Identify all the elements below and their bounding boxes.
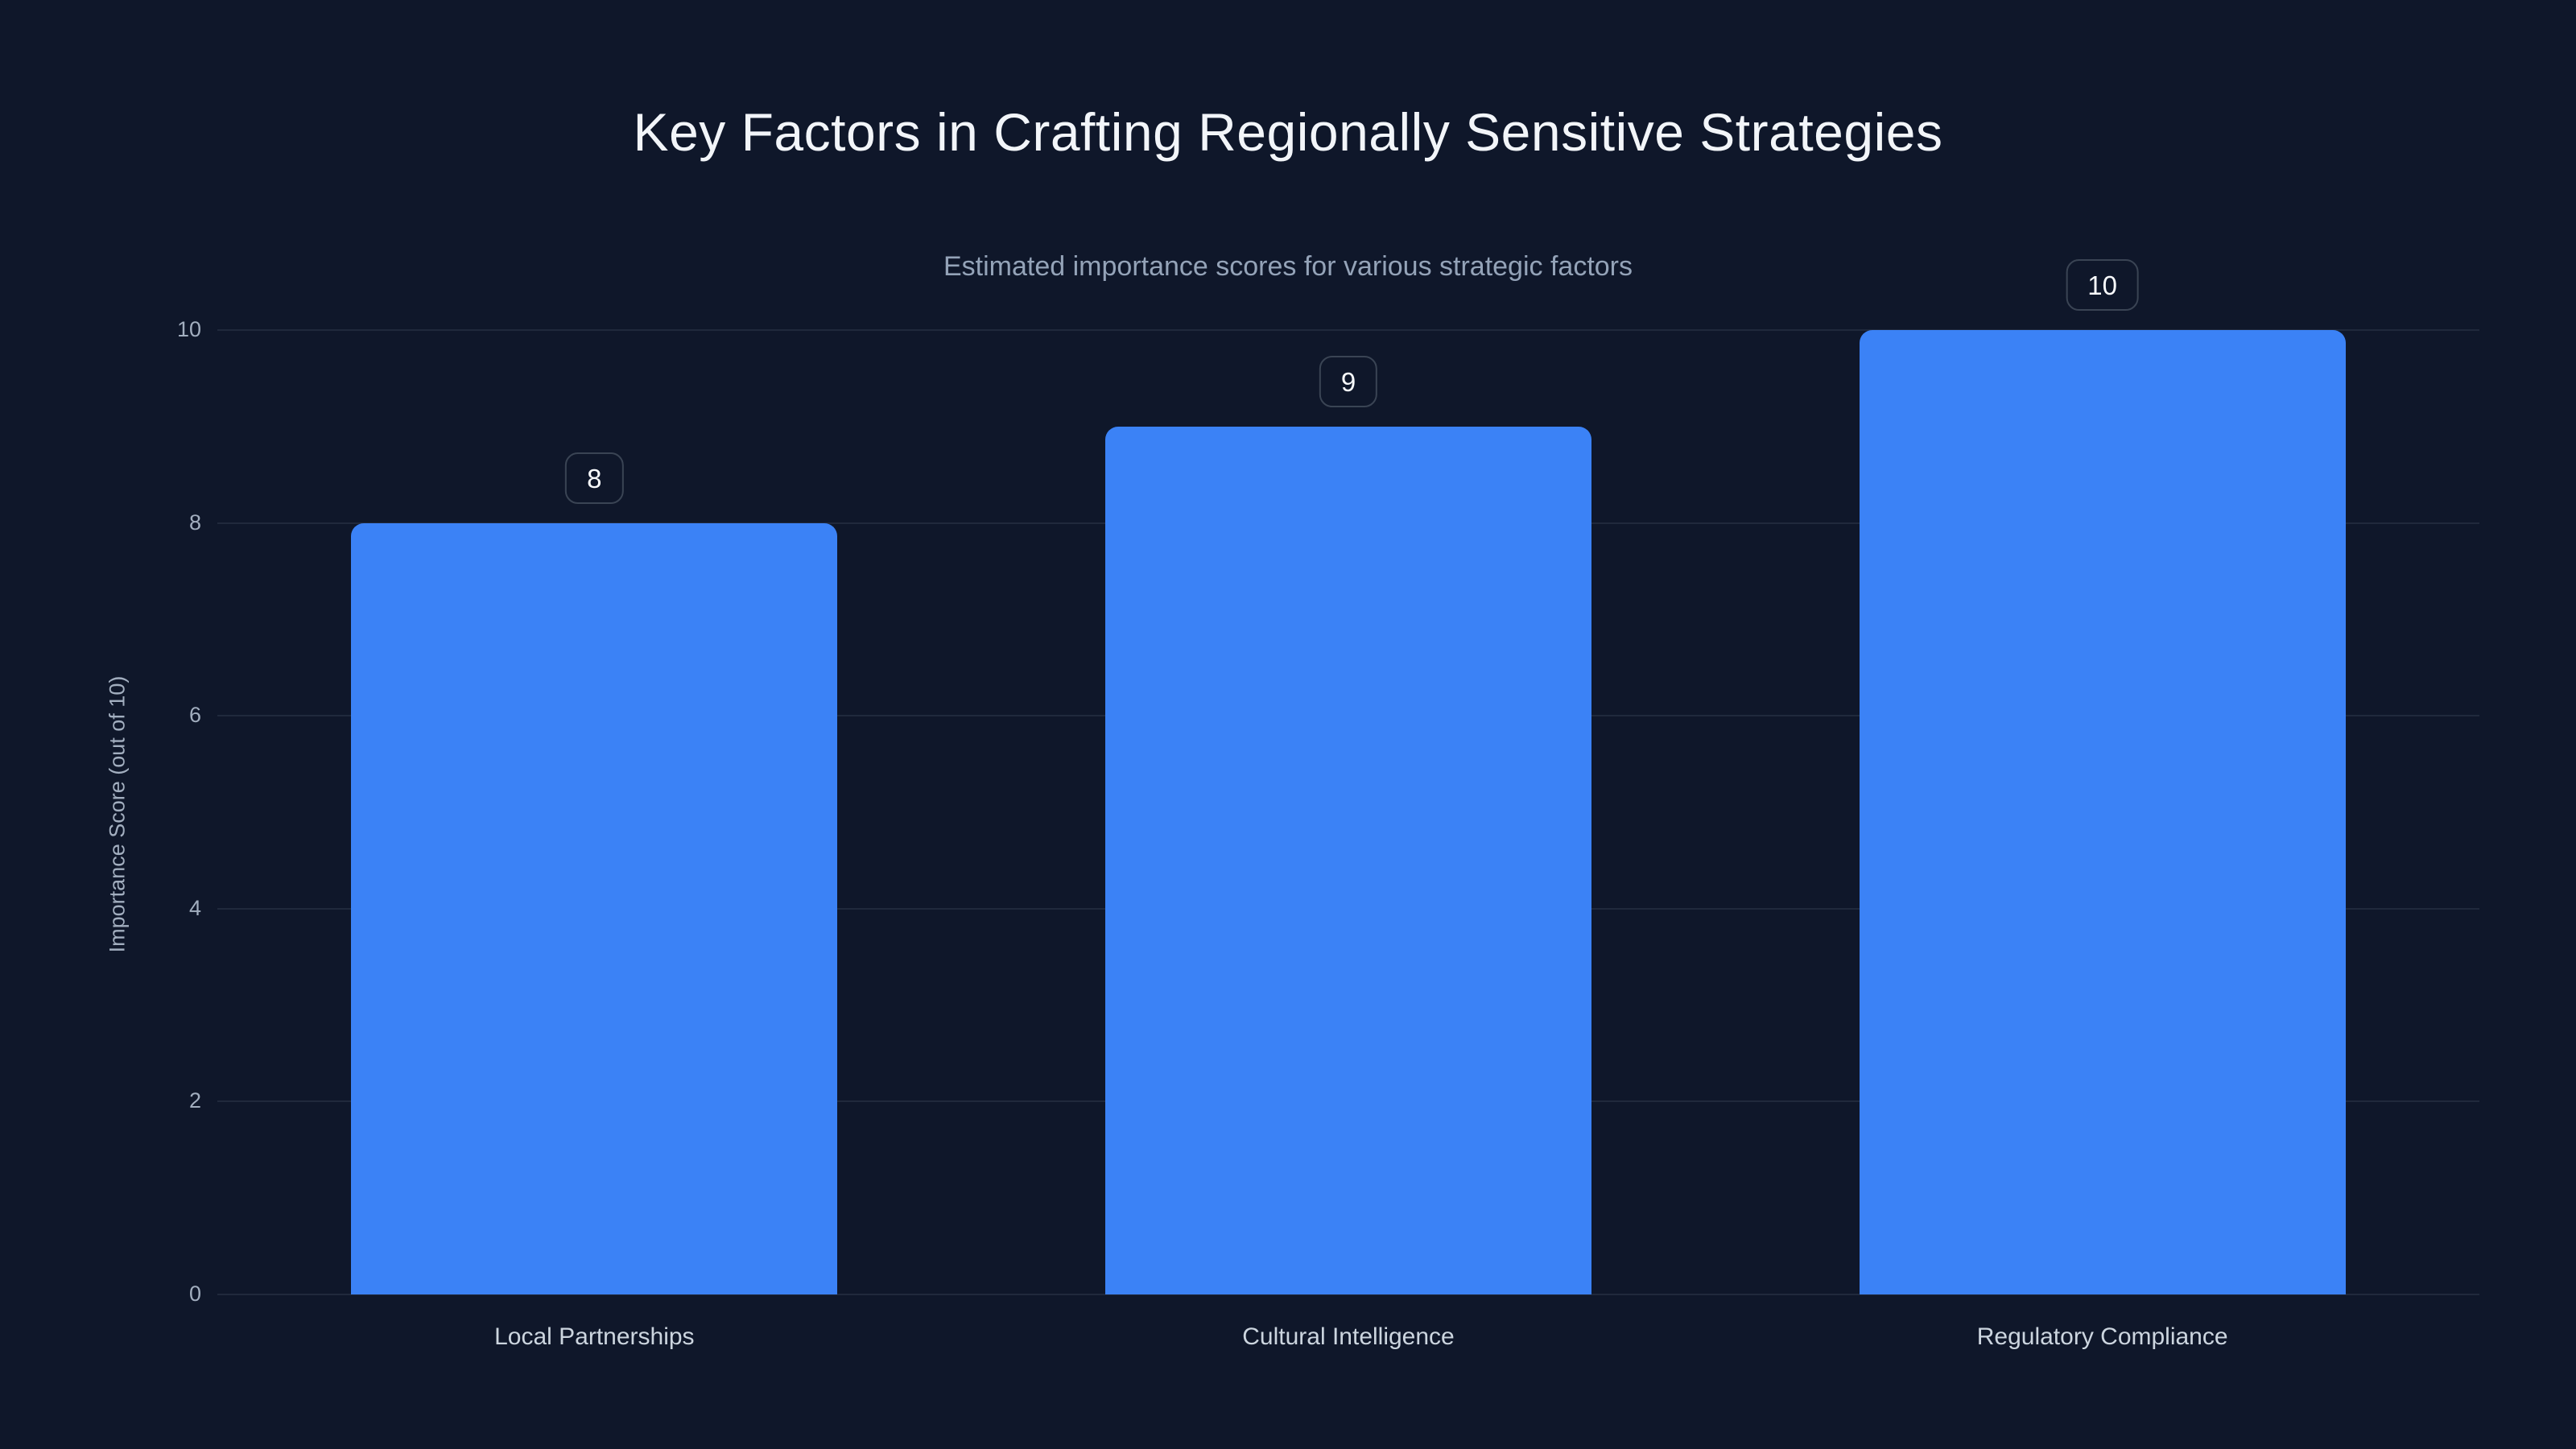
y-tick-label-8: 8 [188,510,201,535]
value-badge-local-partnerships: 8 [565,452,624,504]
value-badge-cultural-intelligence: 9 [1319,355,1378,407]
chart-title: Key Factors in Crafting Regionally Sensi… [633,102,1943,162]
bar-local-partnerships[interactable] [351,522,838,1294]
bar-cultural-intelligence[interactable] [1105,426,1591,1294]
y-tick-label-2: 2 [188,1088,201,1113]
y-tick-label-6: 6 [188,703,201,728]
y-tick-label-4: 4 [188,895,201,920]
x-category-label-cultural-intelligence: Cultural Intelligence [1242,1323,1455,1350]
y-tick-label-10: 10 [176,317,201,341]
chart-subtitle: Estimated importance scores for various … [943,251,1633,282]
gridline-y-10 [217,329,2479,331]
y-tick-label-0: 0 [188,1282,201,1306]
x-category-label-regulatory-compliance: Regulatory Compliance [1976,1323,2228,1350]
gridline-y-0 [217,1294,2479,1295]
bar-regulatory-compliance[interactable] [1859,330,2346,1294]
x-category-label-local-partnerships: Local Partnerships [494,1323,695,1350]
value-badge-regulatory-compliance: 10 [2066,259,2140,311]
